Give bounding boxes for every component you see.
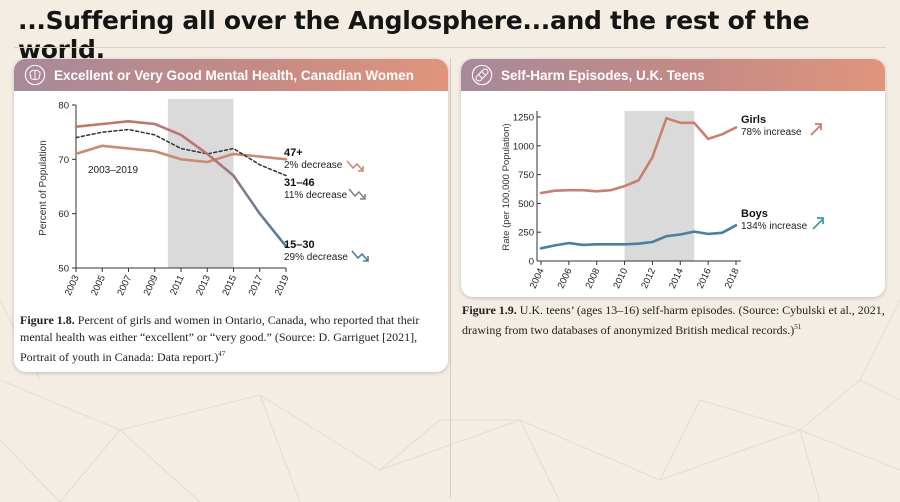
y-tick-label: 1000 (513, 141, 534, 152)
left-figure-card: Excellent or Very Good Mental Health, Ca… (14, 59, 448, 372)
x-tick-label: 2016 (695, 267, 714, 291)
x-tick-label: 2007 (115, 274, 134, 298)
y-tick-label: 750 (518, 170, 534, 181)
left-caption-label: Figure 1.8. (20, 313, 75, 327)
x-tick-label: 2005 (89, 274, 108, 298)
x-tick-label: 2003 (63, 274, 82, 298)
right-chart: 0 250 500 750 1000 1250 2004 2006 2008 2010 2012 2… (501, 111, 824, 291)
brain-icon (24, 64, 46, 86)
left-caption-text: Percent of girls and women in Ontario, C… (20, 313, 420, 364)
bandage-icon (471, 64, 493, 86)
legend-label-girls: Girls (741, 114, 766, 126)
y-tick-label: 60 (58, 209, 69, 220)
x-tick-label: 2009 (142, 274, 161, 298)
legend-label-boys: Boys (741, 208, 768, 220)
y-tick-label: 0 (529, 257, 534, 268)
y-tick-label: 50 (58, 264, 69, 275)
series-line-1 (75, 128, 287, 177)
trend-up-arrow-icon (810, 123, 822, 136)
legend-change-boys: 134% increase (741, 221, 808, 232)
trend-down-arrow-icon (346, 160, 364, 172)
y-tick-label: 250 (518, 228, 534, 239)
page-title: ...Suffering all over the Anglosphere...… (18, 6, 810, 64)
right-card-title: Self-Harm Episodes, U.K. Teens (501, 67, 705, 83)
x-tick-label: 2013 (194, 274, 213, 298)
series-line-2 (74, 120, 288, 248)
series-line-1 (539, 224, 738, 250)
left-caption: Figure 1.8. Percent of girls and women i… (20, 312, 444, 366)
right-card-header: Self-Harm Episodes, U.K. Teens (461, 59, 885, 91)
title-divider (14, 47, 886, 48)
x-tick-label: 2011 (168, 274, 187, 297)
left-card-header: Excellent or Very Good Mental Health, Ca… (14, 59, 448, 91)
series-line-0 (539, 116, 738, 195)
x-tick-label: 2018 (723, 267, 742, 291)
x-tick-label: 2006 (556, 267, 575, 291)
legend-change-girls: 78% increase (741, 127, 802, 138)
x-tick-label: 2010 (611, 267, 630, 291)
trend-down-arrow-icon (348, 188, 366, 200)
legend-label-47plus: 47+ (284, 147, 303, 159)
right-caption-ref: 51 (794, 323, 802, 331)
left-period-annotation: 2003–2019 (88, 165, 138, 176)
y-tick-label: 70 (58, 155, 69, 166)
y-tick-label: 1250 (513, 113, 534, 124)
right-y-axis-label: Rate (per 100,000 Population) (501, 123, 512, 250)
left-chart: 50 60 70 80 2003 2005 2007 2009 2011 2013 2015 201… (38, 99, 369, 298)
right-caption-text: U.K. teens’ (ages 13–16) self-harm episo… (462, 303, 885, 337)
x-tick-label: 2004 (528, 267, 547, 291)
x-tick-label: 2017 (247, 274, 266, 298)
left-card-title: Excellent or Very Good Mental Health, Ca… (54, 67, 414, 83)
left-caption-ref: 47 (218, 350, 226, 358)
legend-label-31-46: 31–46 (284, 177, 315, 189)
x-tick-label: 2008 (584, 267, 603, 291)
panel-divider (450, 58, 451, 498)
x-tick-label: 2012 (639, 267, 658, 291)
y-tick-label: 80 (58, 101, 69, 112)
right-caption-text-block: Figure 1.9. U.K. teens’ (ages 13–16) sel… (462, 302, 886, 339)
x-tick-label: 2014 (667, 267, 686, 291)
legend-change-31-46: 11% decrease (284, 190, 348, 201)
x-tick-label: 2019 (273, 274, 292, 298)
x-tick-label: 2015 (220, 274, 239, 298)
legend-label-15-30: 15–30 (284, 239, 315, 251)
left-y-axis-label: Percent of Population (38, 140, 49, 236)
legend-change-15-30: 29% decrease (284, 252, 348, 263)
right-figure-card: Self-Harm Episodes, U.K. Teens 0 250 500 75… (461, 59, 885, 297)
legend-change-47plus: 2% decrease (284, 160, 343, 171)
left-shaded-period (167, 99, 234, 268)
trend-up-arrow-icon (812, 217, 824, 230)
y-tick-label: 500 (518, 199, 534, 210)
trend-down-arrow-icon (351, 250, 369, 262)
series-line-0 (74, 144, 288, 164)
right-caption-label: Figure 1.9. (462, 303, 517, 317)
